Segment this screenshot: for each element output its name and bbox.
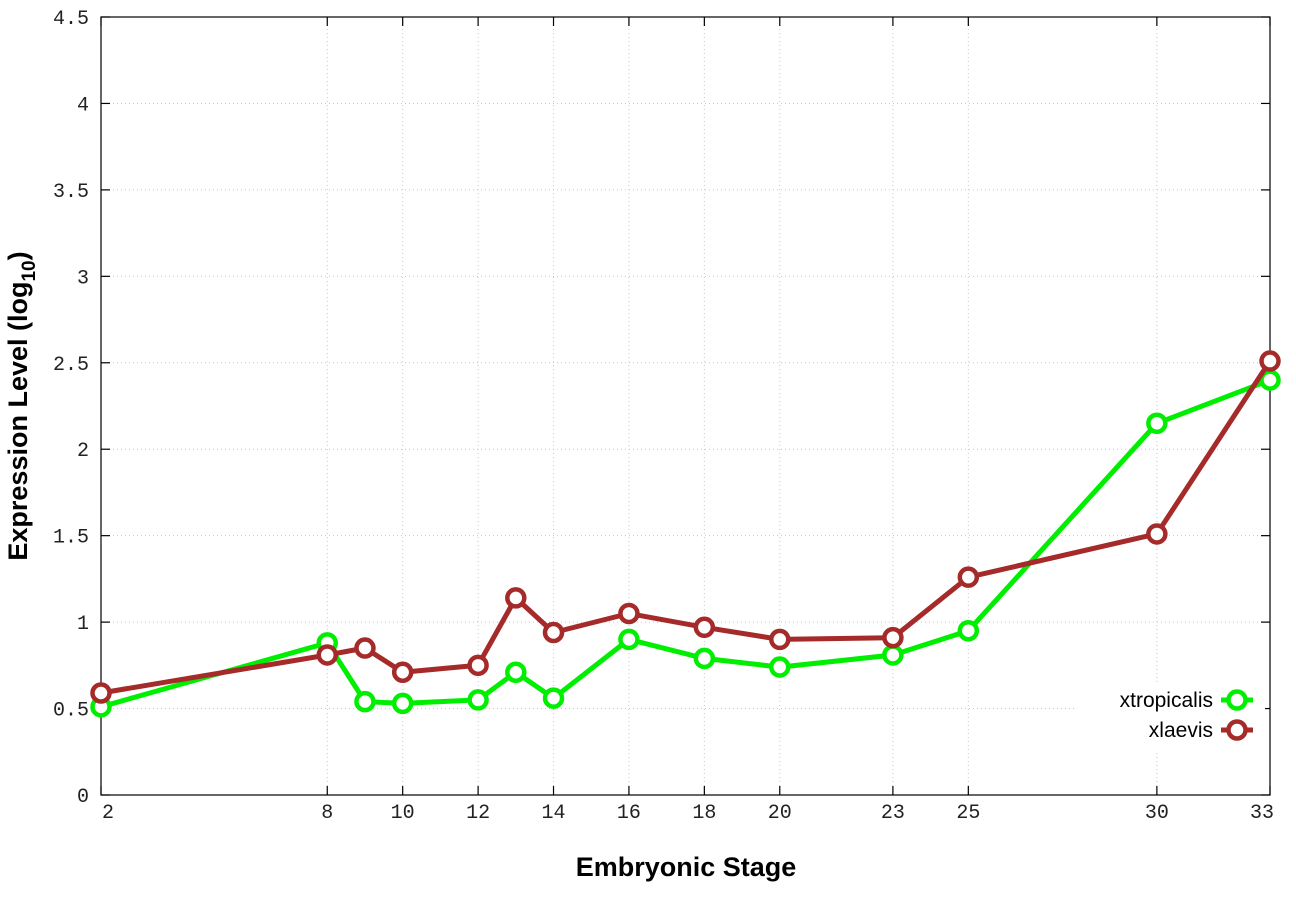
data-point-xlaevis <box>90 682 112 704</box>
y-tick-label: 2 <box>77 440 89 463</box>
x-tick-label: 20 <box>768 802 792 825</box>
y-tick-label: 1 <box>77 613 89 636</box>
data-point-xlaevis <box>882 626 904 649</box>
data-point-xlaevis <box>1259 350 1281 372</box>
x-tick-label: 14 <box>542 802 566 825</box>
y-axis-title-close: ) <box>3 251 33 260</box>
y-tick-label: 0 <box>77 786 89 809</box>
grid <box>101 17 1270 795</box>
x-tick-label: 2 <box>102 802 114 825</box>
y-axis-title-main: Expression Level (log <box>3 282 33 561</box>
x-tick-label: 12 <box>466 802 490 825</box>
data-point-xlaevis <box>505 587 527 609</box>
data-point-xlaevis <box>467 654 489 677</box>
x-tick-label: 25 <box>956 802 980 825</box>
x-tick-label: 23 <box>881 802 905 825</box>
data-point-xlaevis <box>354 637 376 659</box>
series-layer <box>90 350 1281 718</box>
y-tick-label: 3 <box>77 267 89 290</box>
x-tick-label: 18 <box>692 802 716 825</box>
plot-frame <box>100 16 1271 796</box>
y-tick-label: 2.5 <box>53 354 89 377</box>
series-line-xlaevis <box>100 359 1273 696</box>
legend: xtropicalis xlaevis <box>1075 682 1265 752</box>
x-axis-title: Embryonic Stage <box>576 852 797 882</box>
x-tick-label: 30 <box>1145 802 1169 825</box>
data-point-xtropicalis <box>391 692 414 715</box>
x-tick-label: 33 <box>1250 802 1274 825</box>
data-point-xtropicalis <box>1146 412 1168 435</box>
data-point-xlaevis <box>693 616 716 639</box>
x-tick-label: 10 <box>391 802 415 825</box>
data-point-xlaevis <box>769 628 791 651</box>
data-point-xtropicalis <box>693 647 716 670</box>
data-point-xtropicalis <box>542 687 565 709</box>
data-point-xtropicalis <box>957 620 980 642</box>
y-tick-label: 0.5 <box>53 700 89 723</box>
legend-marker-swatch <box>1226 689 1248 711</box>
data-point-xlaevis <box>957 566 980 588</box>
legend-marker-swatch <box>1226 719 1248 741</box>
legend-item-xlaevis: xlaevis <box>1149 719 1253 742</box>
data-point-xlaevis <box>391 661 414 683</box>
y-tick-label: 3.5 <box>53 181 89 204</box>
legend-item-xtropicalis: xtropicalis <box>1120 689 1253 712</box>
data-point-xtropicalis <box>467 689 489 711</box>
x-tick-label: 8 <box>321 802 333 825</box>
y-axis-title-subscript: 10 <box>19 260 40 281</box>
data-point-xtropicalis <box>354 690 376 713</box>
data-point-xtropicalis <box>882 644 904 666</box>
legend-label: xtropicalis <box>1120 689 1213 712</box>
y-tick-label: 4 <box>77 94 89 117</box>
axis-ticks: 0 0.5 1 1.5 2 2.5 3 3.5 4 4.5 2 8 10 12 14 16 18 20 23 25 30… <box>53 8 1274 825</box>
y-axis-title: Expression Level (log10) <box>3 251 40 560</box>
series-xlaevis <box>90 350 1281 704</box>
series-line-xtropicalis <box>100 377 1271 710</box>
data-point-xlaevis <box>542 621 565 644</box>
y-tick-label: 4.5 <box>53 8 89 31</box>
data-point-xlaevis <box>1146 523 1168 545</box>
data-point-xtropicalis <box>618 628 640 651</box>
data-point-xlaevis <box>618 602 640 625</box>
x-tick-label: 16 <box>617 802 641 825</box>
data-point-xlaevis <box>316 644 339 666</box>
data-point-xtropicalis <box>505 661 527 683</box>
y-tick-label: 1.5 <box>53 527 89 550</box>
data-point-xtropicalis <box>769 656 791 678</box>
legend-label: xlaevis <box>1149 719 1213 742</box>
